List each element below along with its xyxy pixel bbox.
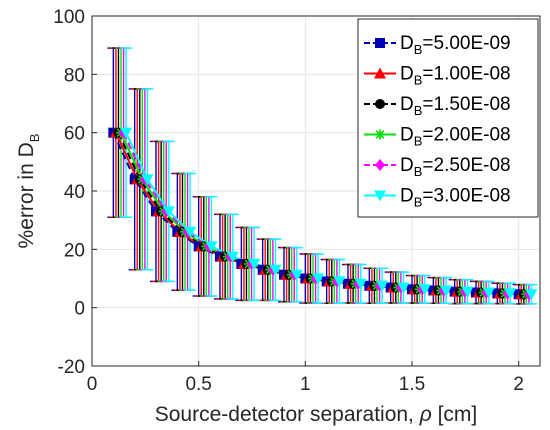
x-tick-label: 2 bbox=[513, 374, 524, 395]
data-point bbox=[418, 284, 431, 296]
x-tick-label: 0.5 bbox=[185, 374, 211, 395]
data-point bbox=[162, 206, 175, 218]
plot-data bbox=[107, 47, 538, 305]
legend-marker bbox=[374, 67, 386, 79]
legend-label: DB=1.50E-08 bbox=[400, 94, 511, 118]
legend-marker bbox=[375, 38, 385, 48]
legend-label: DB=3.00E-08 bbox=[400, 186, 511, 210]
data-point bbox=[141, 174, 154, 186]
data-point bbox=[290, 269, 303, 281]
series-markers bbox=[108, 126, 538, 301]
data-point bbox=[120, 127, 133, 139]
legend-marker bbox=[374, 190, 386, 202]
x-axis-rho-symbol: ρ bbox=[419, 403, 432, 426]
data-point bbox=[376, 280, 389, 292]
legend-label: DB=1.00E-08 bbox=[400, 64, 511, 88]
legend-marker bbox=[375, 99, 385, 109]
legend-item: DB=3.00E-08 bbox=[364, 186, 511, 210]
data-point bbox=[461, 286, 474, 298]
legend: DB=5.00E-09 DB=1.00E-08 DB=1.50E-08 DB=2.00… bbox=[357, 18, 539, 218]
data-point bbox=[184, 226, 197, 238]
x-tick-label: 0 bbox=[87, 374, 98, 395]
y-tick-label: 0 bbox=[74, 299, 85, 320]
x-tick-label: 1 bbox=[300, 374, 311, 395]
legend-item: DB=1.50E-08 bbox=[364, 94, 511, 118]
legend-label: DB=2.00E-08 bbox=[400, 125, 511, 149]
data-point bbox=[397, 282, 410, 294]
legend-item: DB=2.50E-08 bbox=[364, 155, 511, 179]
legend-item: DB=5.00E-09 bbox=[364, 33, 511, 57]
x-tick-label: 1.5 bbox=[399, 374, 425, 395]
legend-label: DB=2.50E-08 bbox=[400, 155, 511, 179]
y-tick-label: -20 bbox=[58, 357, 85, 378]
data-point bbox=[248, 258, 261, 270]
legend-box bbox=[357, 18, 539, 218]
data-point bbox=[482, 287, 495, 299]
data-point bbox=[333, 276, 346, 288]
data-point bbox=[312, 273, 325, 285]
legend-marker bbox=[375, 129, 385, 140]
legend-marker-stroke-3 bbox=[375, 130, 385, 139]
y-tick-label: 60 bbox=[64, 124, 85, 145]
data-point bbox=[269, 264, 282, 276]
data-point bbox=[440, 285, 453, 297]
y-tick-label: 100 bbox=[53, 7, 85, 28]
legend-item: DB=2.00E-08 bbox=[364, 125, 511, 149]
legend-marker bbox=[375, 159, 385, 171]
data-point bbox=[354, 278, 367, 290]
y-axis-label: %error in DB bbox=[15, 134, 42, 249]
y-tick-label: 40 bbox=[64, 182, 85, 203]
data-point bbox=[504, 288, 517, 300]
legend-item: DB=1.00E-08 bbox=[364, 64, 511, 88]
data-point bbox=[226, 251, 239, 263]
y-tick-label: 20 bbox=[64, 240, 85, 261]
data-point bbox=[205, 241, 218, 253]
data-point bbox=[525, 289, 538, 301]
y-tick-label: 80 bbox=[64, 65, 85, 86]
x-axis-label: Source-detector separation, ρ [cm] bbox=[155, 403, 478, 426]
legend-label: DB=5.00E-09 bbox=[400, 33, 511, 57]
